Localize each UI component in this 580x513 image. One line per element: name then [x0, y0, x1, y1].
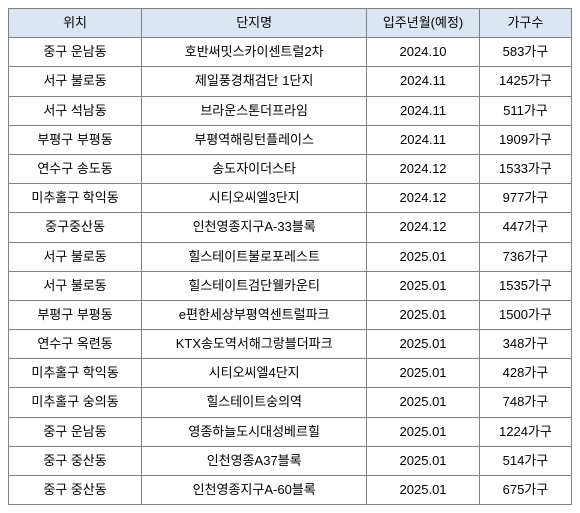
table-cell: 연수구 옥련동 — [9, 330, 142, 359]
table-cell: 브라운스톤더프라임 — [142, 96, 367, 125]
table-cell: 2025.01 — [367, 300, 480, 329]
table-cell: 2025.01 — [367, 476, 480, 505]
table-cell: 힐스테이트숭의역 — [142, 388, 367, 417]
table-cell: 2024.11 — [367, 96, 480, 125]
table-row: 중구 중산동인천영종지구A-60블록2025.01675가구 — [9, 476, 572, 505]
table-cell: 인천영종지구A-33블록 — [142, 213, 367, 242]
table-cell: 서구 불로동 — [9, 242, 142, 271]
table-cell: 송도자이더스타 — [142, 154, 367, 183]
table-cell: 미추홀구 숭의동 — [9, 388, 142, 417]
table-cell: 서구 불로동 — [9, 271, 142, 300]
table-cell: 2024.12 — [367, 154, 480, 183]
table-row: 중구 운남동영종하늘도시대성베르힐2025.011224가구 — [9, 417, 572, 446]
table-cell: 2024.11 — [367, 125, 480, 154]
table-row: 미추홀구 학익동시티오씨엘4단지2025.01428가구 — [9, 359, 572, 388]
table-cell: 중구 중산동 — [9, 476, 142, 505]
table-cell: 736가구 — [479, 242, 571, 271]
table-cell: 2025.01 — [367, 446, 480, 475]
table-cell: 2025.01 — [367, 330, 480, 359]
table-cell: 977가구 — [479, 184, 571, 213]
table-row: 미추홀구 숭의동힐스테이트숭의역2025.01748가구 — [9, 388, 572, 417]
table-row: 부평구 부평동부평역해링턴플레이스2024.111909가구 — [9, 125, 572, 154]
table-cell: 583가구 — [479, 38, 571, 67]
table-row: 연수구 송도동송도자이더스타2024.121533가구 — [9, 154, 572, 183]
table-cell: KTX송도역서해그랑블더파크 — [142, 330, 367, 359]
table-header-row: 위치 단지명 입주년월(예정) 가구수 — [9, 9, 572, 38]
table-cell: 2024.12 — [367, 184, 480, 213]
table-cell: 힐스테이트불로포레스트 — [142, 242, 367, 271]
table-cell: 서구 불로동 — [9, 67, 142, 96]
table-cell: 부평역해링턴플레이스 — [142, 125, 367, 154]
table-cell: 연수구 송도동 — [9, 154, 142, 183]
table-row: 서구 불로동힐스테이트검단웰카운티2025.011535가구 — [9, 271, 572, 300]
table-cell: 힐스테이트검단웰카운티 — [142, 271, 367, 300]
table-cell: 2025.01 — [367, 271, 480, 300]
table-cell: 428가구 — [479, 359, 571, 388]
table-cell: 인천영종A37블록 — [142, 446, 367, 475]
table-cell: 미추홀구 학익동 — [9, 359, 142, 388]
table-cell: 중구 중산동 — [9, 446, 142, 475]
table-cell: 1909가구 — [479, 125, 571, 154]
table-cell: 인천영종지구A-60블록 — [142, 476, 367, 505]
table-cell: 511가구 — [479, 96, 571, 125]
table-cell: 1535가구 — [479, 271, 571, 300]
housing-data-table: 위치 단지명 입주년월(예정) 가구수 중구 운남동호반써밋스카이센트럴2차20… — [8, 8, 572, 505]
table-cell: 1425가구 — [479, 67, 571, 96]
table-cell: 1533가구 — [479, 154, 571, 183]
table-row: 중구 운남동호반써밋스카이센트럴2차2024.10583가구 — [9, 38, 572, 67]
table-row: 미추홀구 학익동시티오씨엘3단지2024.12977가구 — [9, 184, 572, 213]
col-header-move-in-date: 입주년월(예정) — [367, 9, 480, 38]
table-cell: 348가구 — [479, 330, 571, 359]
col-header-households: 가구수 — [479, 9, 571, 38]
table-row: 연수구 옥련동KTX송도역서해그랑블더파크2025.01348가구 — [9, 330, 572, 359]
table-cell: 중구 운남동 — [9, 38, 142, 67]
table-cell: 제일풍경채검단 1단지 — [142, 67, 367, 96]
table-cell: 1224가구 — [479, 417, 571, 446]
table-cell: 447가구 — [479, 213, 571, 242]
table-row: 서구 불로동제일풍경채검단 1단지2024.111425가구 — [9, 67, 572, 96]
table-cell: 중구중산동 — [9, 213, 142, 242]
table-cell: 1500가구 — [479, 300, 571, 329]
table-cell: 미추홀구 학익동 — [9, 184, 142, 213]
table-row: 중구 중산동인천영종A37블록2025.01514가구 — [9, 446, 572, 475]
table-cell: 부평구 부평동 — [9, 300, 142, 329]
table-cell: 호반써밋스카이센트럴2차 — [142, 38, 367, 67]
table-row: 서구 불로동힐스테이트불로포레스트2025.01736가구 — [9, 242, 572, 271]
table-cell: 서구 석남동 — [9, 96, 142, 125]
table-cell: 748가구 — [479, 388, 571, 417]
col-header-complex-name: 단지명 — [142, 9, 367, 38]
table-cell: 2024.12 — [367, 213, 480, 242]
table-cell: 중구 운남동 — [9, 417, 142, 446]
table-cell: e편한세상부평역센트럴파크 — [142, 300, 367, 329]
table-cell: 514가구 — [479, 446, 571, 475]
table-row: 서구 석남동브라운스톤더프라임2024.11511가구 — [9, 96, 572, 125]
table-cell: 시티오씨엘3단지 — [142, 184, 367, 213]
table-cell: 2025.01 — [367, 242, 480, 271]
table-cell: 675가구 — [479, 476, 571, 505]
table-cell: 2025.01 — [367, 417, 480, 446]
table-row: 중구중산동인천영종지구A-33블록2024.12447가구 — [9, 213, 572, 242]
table-cell: 부평구 부평동 — [9, 125, 142, 154]
table-cell: 2024.10 — [367, 38, 480, 67]
table-cell: 시티오씨엘4단지 — [142, 359, 367, 388]
table-cell: 2025.01 — [367, 388, 480, 417]
table-cell: 영종하늘도시대성베르힐 — [142, 417, 367, 446]
table-cell: 2025.01 — [367, 359, 480, 388]
table-cell: 2024.11 — [367, 67, 480, 96]
table-row: 부평구 부평동e편한세상부평역센트럴파크2025.011500가구 — [9, 300, 572, 329]
col-header-location: 위치 — [9, 9, 142, 38]
